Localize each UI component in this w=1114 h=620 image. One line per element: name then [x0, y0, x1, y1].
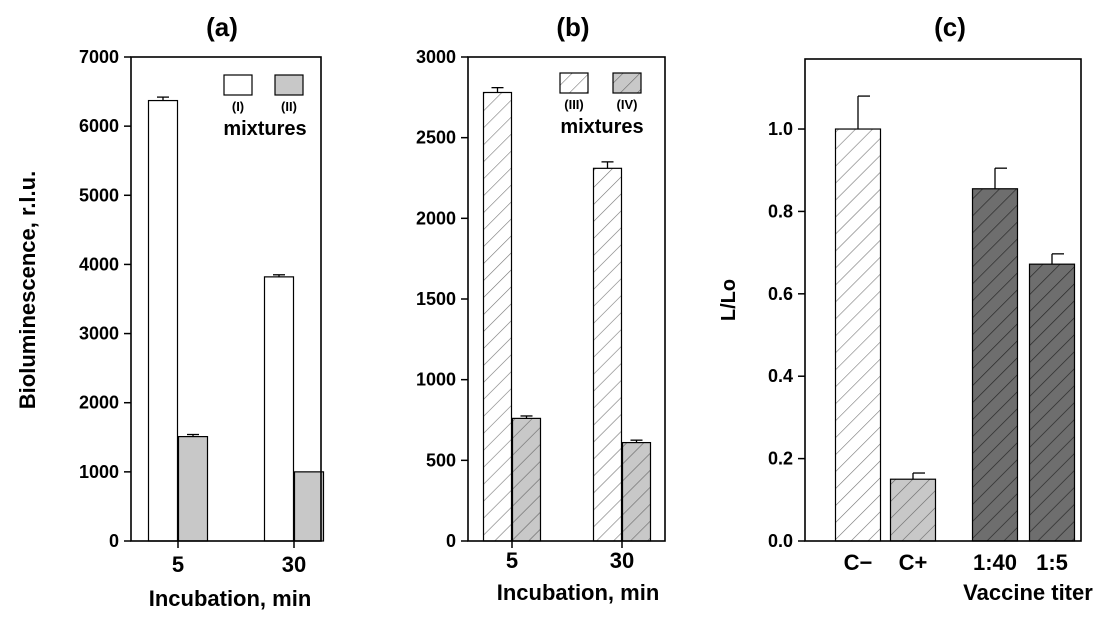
panel-c-ylabel: L/Lo [718, 279, 740, 321]
y-tick-label: 0.2 [768, 449, 793, 469]
bar-III-30 [592, 167, 623, 542]
panel-b-frame [467, 56, 666, 542]
panel-a-ticks: 0 1000 2000 3000 4000 5000 6000 7000 5 30 [79, 47, 306, 577]
y-tick-label: 0.0 [768, 531, 793, 551]
panel-a-xlabel: Incubation, min [149, 586, 312, 611]
panel-a: (a) Bioluminescence, r.l.u. Incubation, … [15, 12, 325, 611]
y-tick-label: 4000 [79, 254, 119, 274]
y-tick-label: 6000 [79, 116, 119, 136]
legend-label-III: (III) [564, 97, 584, 112]
bar-IV-5 [511, 417, 542, 542]
y-tick-label: 2000 [416, 208, 456, 228]
bar-I-5 [147, 99, 179, 542]
panel-a-bars [147, 96, 325, 542]
y-tick-label: 0 [446, 531, 456, 551]
x-tick-label: C+ [899, 550, 928, 575]
panel-c-title: (c) [934, 12, 966, 42]
y-tick-label: 1000 [79, 462, 119, 482]
x-tick-label: 1:5 [1036, 550, 1068, 575]
x-tick-label: 30 [610, 548, 634, 573]
panel-b-xlabel: Incubation, min [497, 580, 660, 605]
bar-1:40 [971, 188, 1019, 542]
panel-c-bars [834, 95, 1076, 542]
x-tick-label: 1:40 [973, 550, 1017, 575]
y-tick-label: 5000 [79, 185, 119, 205]
legend-swatch-I [223, 74, 253, 96]
y-tick-label: 7000 [79, 47, 119, 67]
bar-IV-30 [621, 441, 652, 542]
legend-label-I: (I) [232, 99, 244, 114]
panel-b: (b) Incubation, min 0 500 1000 1500 2000 2500… [416, 12, 666, 605]
y-tick-label: 1500 [416, 289, 456, 309]
y-tick-label: 0 [109, 531, 119, 551]
bar-I-30 [263, 276, 295, 542]
panel-a-title: (a) [206, 12, 238, 42]
y-tick-label: 1000 [416, 370, 456, 390]
panel-a-legend: (I) (II) mixtures [223, 74, 307, 140]
x-tick-label: 5 [506, 548, 518, 573]
bar-C+ [889, 478, 937, 542]
panel-a-ylabel: Bioluminescence, r.l.u. [15, 171, 40, 409]
legend-swatch-II [274, 74, 304, 96]
panel-c-ticks: 0.0 0.2 0.4 0.6 0.8 1.0 C− C+ 1:40 1:5 [768, 119, 1068, 575]
panel-b-ticks: 0 500 1000 1500 2000 2500 3000 5 30 [416, 47, 634, 573]
panel-a-frame [130, 56, 322, 542]
panel-b-legend: (III) (IV) mixtures [559, 72, 644, 138]
panel-c-frame [804, 58, 1082, 542]
legend-title: mixtures [560, 116, 643, 138]
panel-c: (c) L/Lo Vaccine titer 0.0 0.2 0.4 0.6 0.8 1.… [718, 12, 1093, 605]
panel-b-bars [482, 87, 652, 542]
bar-1:5 [1028, 263, 1076, 542]
bar-II-30 [293, 471, 325, 542]
panel-b-title: (b) [556, 12, 589, 42]
y-tick-label: 2000 [79, 393, 119, 413]
y-tick-label: 500 [426, 450, 456, 470]
x-tick-label: 5 [172, 552, 184, 577]
legend-label-IV: (IV) [617, 97, 638, 112]
y-tick-label: 2500 [416, 128, 456, 148]
y-tick-label: 0.6 [768, 284, 793, 304]
bar-C− [834, 128, 882, 542]
legend-label-II: (II) [281, 99, 297, 114]
x-tick-label: 30 [282, 552, 306, 577]
legend-swatch-III [559, 72, 589, 94]
legend-swatch-IV [612, 72, 642, 94]
y-tick-label: 1.0 [768, 119, 793, 139]
bar-II-5 [177, 435, 209, 542]
legend-title: mixtures [223, 118, 306, 140]
bar-III-5 [482, 91, 513, 542]
panel-c-xlabel: Vaccine titer [963, 580, 1093, 605]
y-tick-label: 3000 [79, 324, 119, 344]
y-tick-label: 0.8 [768, 201, 793, 221]
y-tick-label: 3000 [416, 47, 456, 67]
x-tick-label: C− [844, 550, 873, 575]
y-tick-label: 0.4 [768, 366, 793, 386]
